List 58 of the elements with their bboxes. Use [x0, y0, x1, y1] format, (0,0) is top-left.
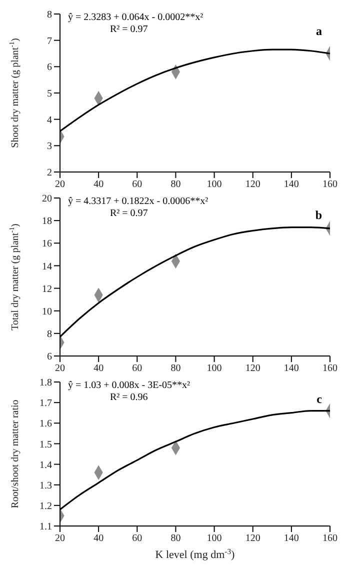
y-tick-label: 1.2 [40, 500, 52, 512]
y-tick-label: 18 [42, 216, 52, 228]
y-tick-label: 6 [47, 352, 52, 363]
x-tick-label: 40 [94, 533, 104, 544]
x-tick-label: 60 [132, 533, 142, 544]
y-tick-label: 10 [42, 306, 52, 318]
x-tick-label: 20 [55, 363, 65, 374]
x-tick-label: 20 [55, 179, 65, 190]
y-tick-label: 8 [47, 10, 52, 21]
annotation: R² = 0.97 [110, 208, 148, 219]
x-tick-label: 160 [322, 179, 338, 190]
x-tick-label: 60 [132, 363, 142, 374]
y-tick-label: 4 [47, 114, 52, 126]
y-tick-label: 12 [42, 284, 52, 295]
annotation: c [316, 392, 322, 407]
x-tick-label: 40 [94, 363, 104, 374]
y-tick-label: 1.3 [40, 480, 52, 492]
x-tick-label: 140 [284, 533, 299, 544]
x-tick-label: 20 [55, 533, 65, 544]
x-tick-label: 40 [94, 179, 104, 190]
x-tick-label: 100 [206, 179, 222, 190]
y-tick-label: 16 [42, 238, 52, 250]
x-tick-label: 160 [322, 363, 338, 374]
y-tick-label: 14 [42, 261, 52, 272]
y-tick-label: 5 [47, 88, 52, 100]
y-tick-label: 20 [42, 194, 52, 205]
annotation: ŷ = 1.03 + 0.008x - 3E-05**x² [68, 380, 190, 391]
x-tick-label: 60 [132, 179, 142, 190]
x-tick-label: 120 [245, 179, 260, 190]
x-tick-label: 120 [245, 363, 260, 374]
annotation: R² = 0.97 [110, 24, 148, 35]
x-axis-title: K level (mg dm$^{-3}$) [155, 546, 236, 561]
x-tick-label: 100 [206, 363, 222, 374]
x-tick-label: 160 [322, 533, 338, 544]
y-tick-label: 1.7 [40, 398, 52, 410]
annotation: ŷ = 2.3283 + 0.064x - 0.0002**x² [68, 12, 204, 23]
x-tick-label: 100 [206, 533, 222, 544]
annotation: a [316, 24, 322, 39]
x-tick-label: 120 [245, 533, 260, 544]
x-tick-label: 80 [170, 363, 181, 374]
y-tick-label: 3 [47, 141, 52, 152]
annotation: b [315, 208, 322, 223]
y-tick-label: 6 [47, 62, 52, 74]
y-tick-label: 2 [47, 168, 52, 179]
y-tick-label: 8 [47, 328, 52, 340]
x-tick-label: 80 [170, 179, 181, 190]
y-tick-label: 1.6 [40, 418, 52, 430]
y-axis-title: Root/shoot dry matter ratio [10, 400, 21, 508]
y-tick-label: 1.4 [40, 460, 52, 471]
y-tick-label: 7 [47, 36, 52, 47]
x-tick-label: 80 [170, 533, 181, 544]
annotation: ŷ = 4.3317 + 0.1822x - 0.0006**x² [68, 196, 208, 207]
y-tick-label: 1.1 [40, 522, 52, 533]
x-tick-label: 140 [284, 179, 299, 190]
x-tick-label: 140 [284, 363, 299, 374]
annotation: R² = 0.96 [110, 392, 148, 403]
y-tick-label: 1.8 [40, 378, 52, 389]
y-tick-label: 1.5 [40, 439, 52, 450]
